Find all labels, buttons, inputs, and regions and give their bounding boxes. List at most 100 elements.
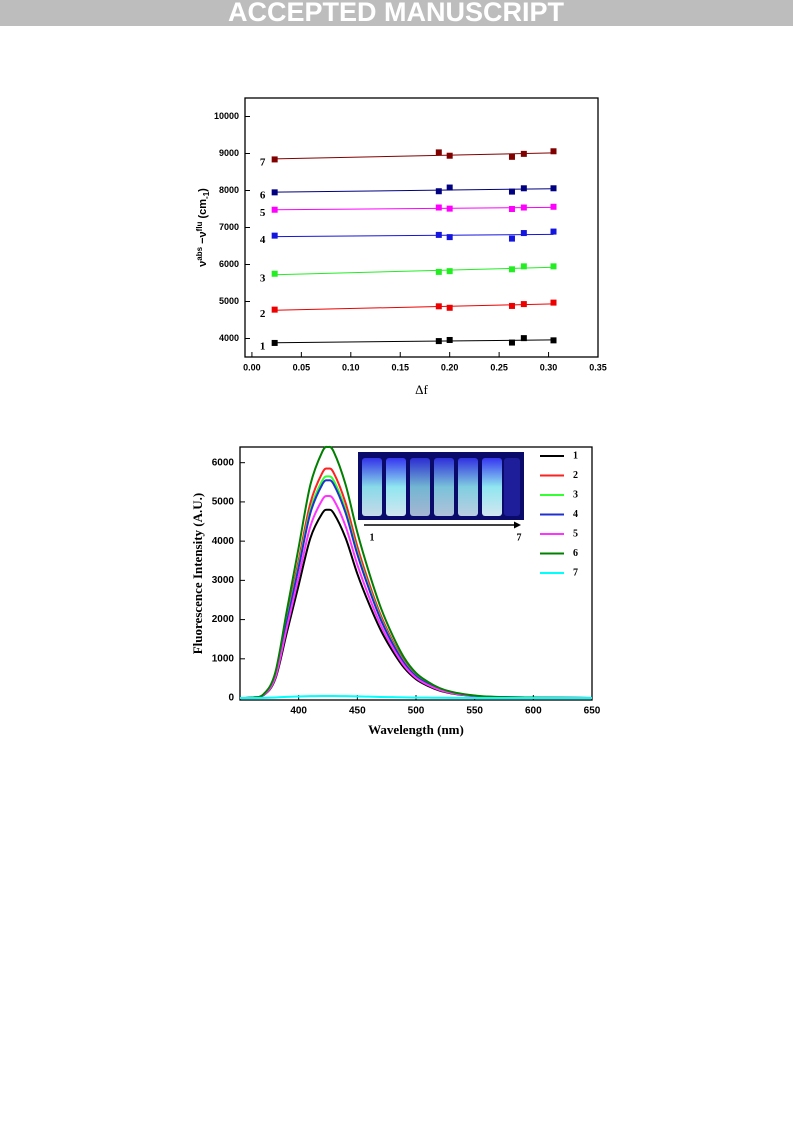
data-point	[271, 206, 278, 213]
data-point	[271, 232, 278, 239]
x-tick-label: 450	[349, 706, 366, 717]
fit-line	[274, 303, 554, 311]
data-point	[550, 185, 557, 192]
y-tick-label: 7000	[219, 222, 239, 232]
data-point	[446, 268, 453, 275]
legend-label: 4	[573, 509, 578, 520]
y-axis-title-part: -1	[202, 191, 211, 199]
data-point	[446, 234, 453, 241]
banner-text: ACCEPTED MANUSCRIPT	[228, 0, 565, 27]
x-tick-label: 0.30	[540, 362, 558, 372]
y-axis-title-part: ν	[197, 261, 209, 267]
y-tick-label: 5000	[219, 296, 239, 306]
series-label: 6	[260, 190, 266, 202]
data-point	[550, 203, 557, 210]
legend-label: 5	[573, 528, 578, 539]
y-tick-label: 8000	[219, 185, 239, 195]
series-label: 2	[260, 308, 266, 320]
data-point	[508, 302, 515, 309]
x-tick-label: 0.35	[589, 362, 607, 372]
y-tick-label: 10000	[214, 111, 239, 121]
y-tick-label: 4000	[212, 536, 235, 547]
series-label: 5	[260, 207, 266, 219]
legend-label: 3	[573, 489, 578, 500]
y-tick-label: 5000	[212, 497, 235, 508]
data-point	[271, 306, 278, 313]
data-point	[550, 299, 557, 306]
data-point	[550, 263, 557, 270]
x-tick-label: 0.10	[342, 362, 360, 372]
legend-label: 7	[573, 567, 578, 578]
plot-frame	[244, 97, 599, 358]
banner-bar	[0, 0, 793, 26]
series-line	[239, 694, 592, 700]
x-axis-title: Wavelength (nm)	[368, 722, 464, 737]
y-axis-title-part: flu	[195, 221, 204, 231]
data-point	[446, 336, 453, 343]
data-point	[520, 204, 527, 211]
y-axis-title: νabs −νflu (cm-1)	[195, 188, 211, 267]
y-tick-label: 3000	[212, 575, 235, 586]
x-tick-label: 0.20	[441, 362, 459, 372]
y-axis-title-part: abs	[195, 246, 204, 260]
data-point	[446, 184, 453, 191]
data-point	[520, 185, 527, 192]
x-tick-label: 400	[290, 706, 307, 717]
data-point	[550, 337, 557, 344]
data-point	[271, 270, 278, 277]
data-point	[446, 304, 453, 311]
data-point	[520, 263, 527, 270]
x-tick-label: 0.05	[293, 362, 311, 372]
data-point	[435, 338, 442, 345]
data-point	[508, 266, 515, 273]
inset-photo	[358, 452, 524, 520]
y-tick-label: 1000	[212, 653, 235, 664]
data-point	[435, 149, 442, 156]
data-point	[271, 339, 278, 346]
fit-line	[274, 339, 554, 344]
x-tick-label: 0.15	[391, 362, 409, 372]
y-tick-label: 2000	[212, 614, 235, 625]
x-tick-label: 600	[525, 706, 542, 717]
annotation: 7	[517, 532, 522, 543]
data-point	[508, 235, 515, 242]
data-point	[435, 188, 442, 195]
data-point	[508, 153, 515, 160]
data-point	[508, 188, 515, 195]
series-label: 4	[260, 234, 266, 246]
data-point	[550, 148, 557, 155]
fit-line	[274, 188, 554, 193]
data-point	[508, 339, 515, 346]
x-tick-label: 500	[408, 706, 425, 717]
data-point	[520, 301, 527, 308]
series-label: 1	[260, 340, 266, 352]
data-point	[435, 268, 442, 275]
fit-line	[274, 152, 554, 160]
data-point	[520, 335, 527, 342]
data-point	[271, 189, 278, 196]
y-axis-title-part: (cm	[197, 199, 209, 222]
fit-line	[274, 266, 554, 276]
legend-label: 6	[573, 548, 578, 559]
fit-line	[274, 233, 554, 238]
series-label: 3	[260, 272, 266, 284]
data-point	[435, 303, 442, 310]
series-line	[239, 445, 593, 700]
x-axis-title: Δf	[415, 382, 428, 397]
legend-label: 1	[573, 450, 578, 461]
data-point	[508, 206, 515, 212]
inset-arrow	[364, 521, 521, 529]
x-tick-label: 550	[466, 706, 483, 717]
y-tick-label: 4000	[219, 333, 239, 343]
data-point	[435, 231, 442, 238]
data-point	[446, 152, 453, 159]
y-tick-label: 0	[228, 693, 234, 704]
x-tick-label: 0.00	[243, 362, 261, 372]
series-label: 7	[260, 156, 266, 168]
y-axis-title-part: )	[197, 188, 209, 192]
fit-line	[274, 206, 554, 211]
data-point	[520, 150, 527, 157]
data-point	[520, 230, 527, 237]
